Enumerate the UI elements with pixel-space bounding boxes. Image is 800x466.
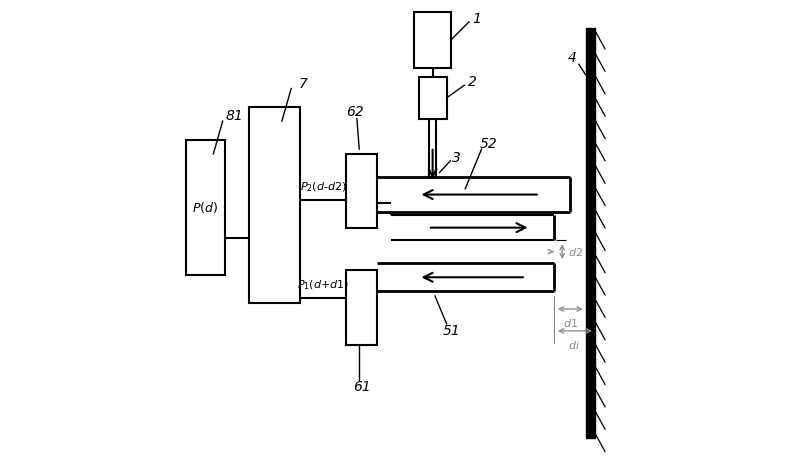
Bar: [586, 28, 594, 438]
Text: $P_2(d$-$d2)$: $P_2(d$-$d2)$: [300, 180, 346, 194]
Bar: [186, 140, 226, 275]
Text: 1: 1: [473, 12, 482, 26]
Bar: [346, 154, 377, 228]
Bar: [249, 107, 300, 303]
Text: $d2$: $d2$: [568, 246, 583, 258]
Bar: [346, 270, 377, 345]
Text: 4: 4: [568, 51, 577, 65]
Text: $di$: $di$: [568, 339, 580, 351]
Text: 2: 2: [468, 75, 477, 89]
Bar: [414, 12, 451, 68]
Text: $P_1(d$+$d1)$: $P_1(d$+$d1)$: [297, 278, 350, 292]
Text: 52: 52: [480, 137, 498, 151]
Text: 7: 7: [298, 77, 307, 91]
Text: 3: 3: [451, 151, 460, 165]
Text: 61: 61: [353, 380, 370, 394]
Text: 81: 81: [226, 110, 243, 123]
Text: $P(d)$: $P(d)$: [192, 200, 218, 215]
Text: 51: 51: [442, 324, 460, 338]
Bar: [418, 77, 446, 119]
Text: $d1$: $d1$: [562, 317, 578, 329]
Text: 62: 62: [346, 105, 363, 119]
